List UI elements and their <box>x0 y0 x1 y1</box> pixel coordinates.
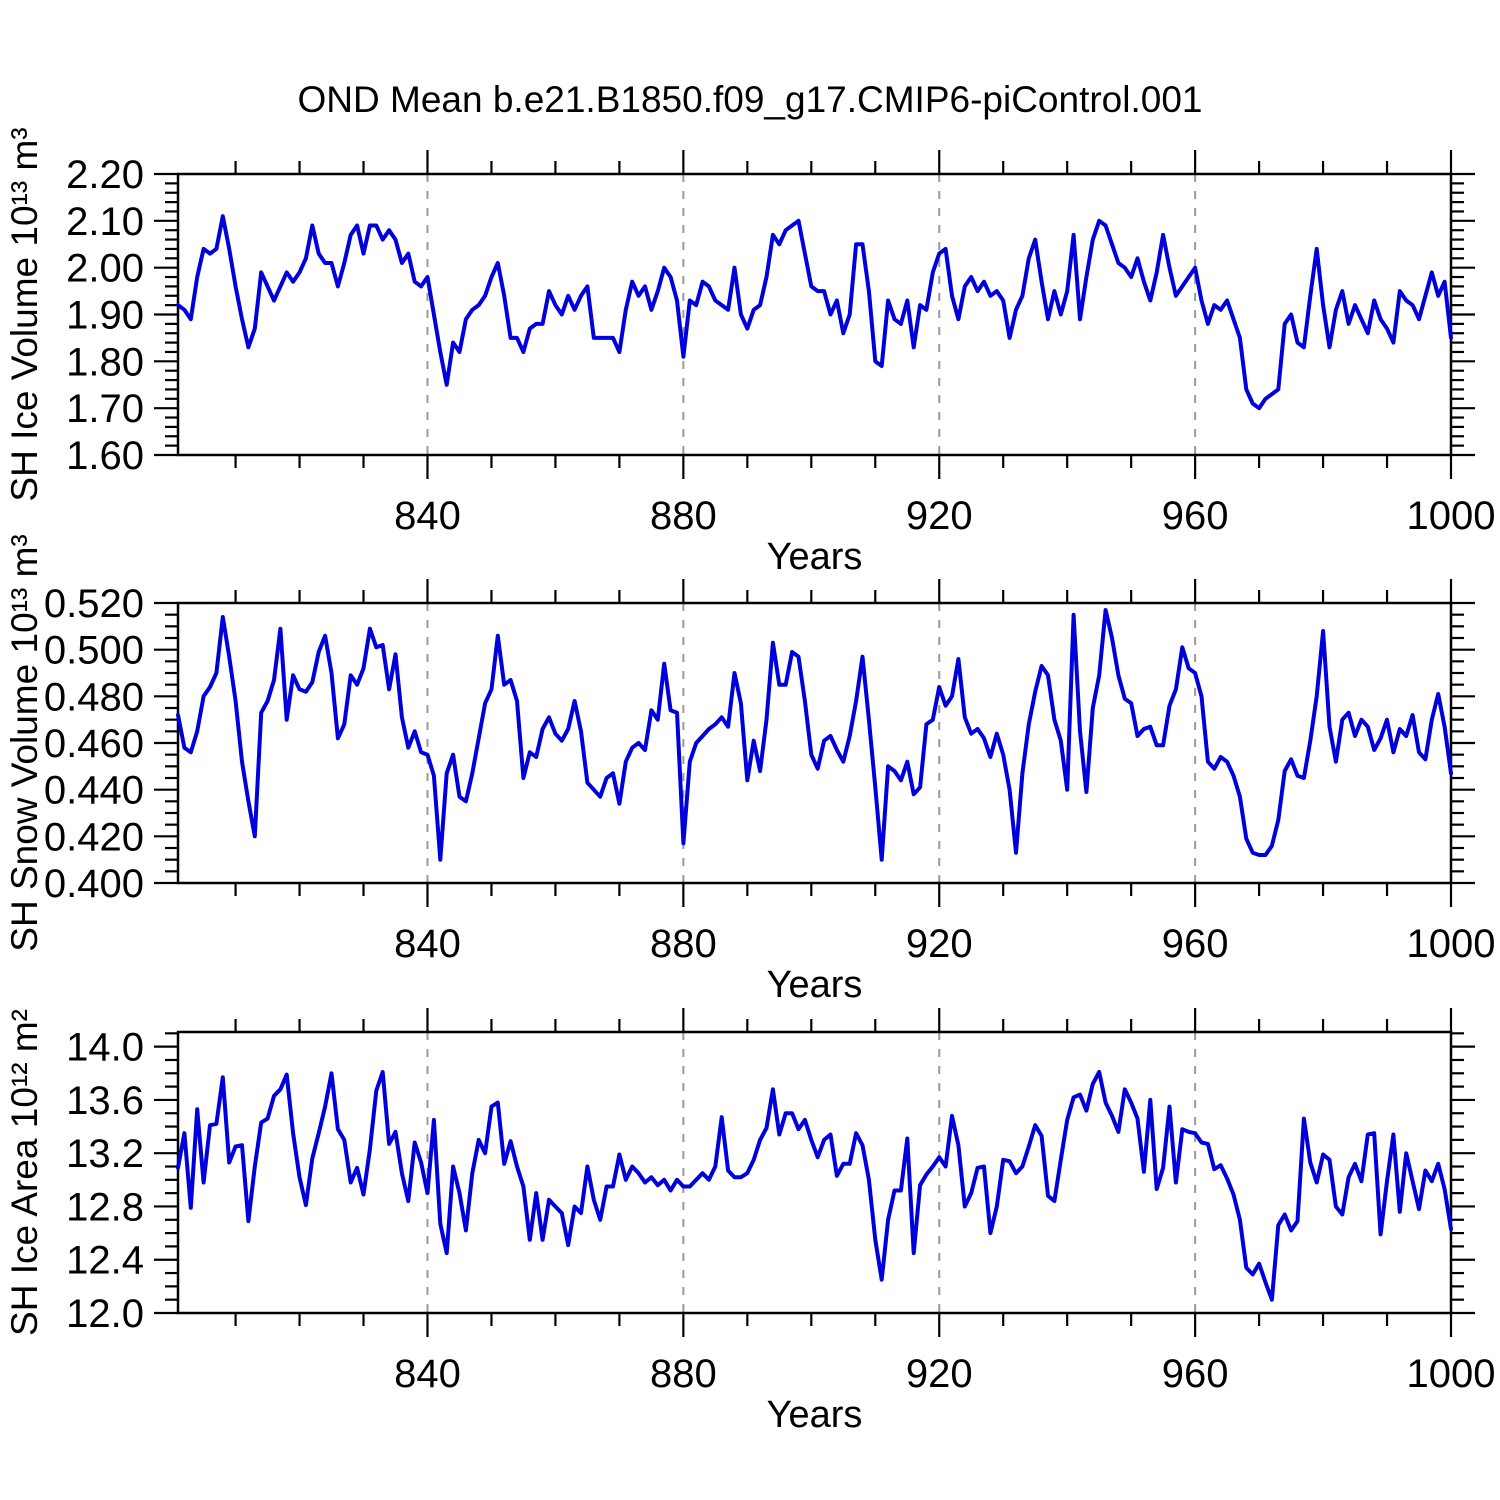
panel-1-y-tick-label: 1.60 <box>66 434 144 478</box>
panel-2-y-tick-label: 0.440 <box>44 769 144 813</box>
panel-3-y-tick-label: 13.2 <box>66 1132 144 1176</box>
panel-3-ticks <box>154 1008 1475 1337</box>
chart-panel-3: 14.0 13.6 13.2 12.8 12.4 12.0 840 880 920 960 1000… <box>4 1008 1495 1436</box>
panel-3-y-tick-label: 12.8 <box>66 1185 144 1229</box>
panel-3-y-tick-label: 12.0 <box>66 1292 144 1336</box>
panel-1-y-tick-label: 1.80 <box>66 340 144 384</box>
chart-panel-1: 2.202.102.001.901.801.701.60 840 880 920 960… <box>4 127 1495 578</box>
panel-2-y-tick-label: 0.420 <box>44 815 144 859</box>
panel-2-x-tick-label: 920 <box>906 922 973 966</box>
panel-1-x-tick-label: 920 <box>906 494 973 538</box>
panel-1-y-tick-label: 2.20 <box>66 153 144 197</box>
panel-3-x-tick-label: 840 <box>394 1352 461 1396</box>
panel-1-tick-labels: 2.202.102.001.901.801.701.60 840 880 920 960… <box>66 153 1495 538</box>
panel-3-x-axis-title: Years <box>767 1394 863 1436</box>
panel-3-y-tick-label: 14.0 <box>66 1026 144 1070</box>
panel-2-x-tick-label: 880 <box>650 922 717 966</box>
panel-2-y-tick-label: 0.400 <box>44 862 144 906</box>
panel-1-y-tick-label: 1.70 <box>66 387 144 431</box>
panel-3-x-tick-label: 1000 <box>1407 1352 1496 1396</box>
panel-1-x-axis-title: Years <box>767 536 863 578</box>
panel-3-y-tick-label: 12.4 <box>66 1239 144 1283</box>
panel-3-x-tick-label: 880 <box>650 1352 717 1396</box>
panel-2-data-line <box>176 608 1453 862</box>
panel-3-x-tick-label: 960 <box>1162 1352 1229 1396</box>
panel-1-y-axis-title: SH Ice Volume 10¹³ m³ <box>4 127 45 501</box>
panel-3-frame <box>176 1030 1453 1315</box>
panel-1-gridlines <box>426 174 1197 455</box>
panel-3-x-tick-label: 920 <box>906 1352 973 1396</box>
panel-2-x-tick-label: 1000 <box>1407 922 1496 966</box>
panel-3-y-tick-label: 13.6 <box>66 1079 144 1123</box>
panel-1-frame <box>176 172 1453 457</box>
chart-panels: 2.202.102.001.901.801.701.60 840 880 920 960… <box>4 127 1495 1436</box>
panel-1-x-tick-label: 960 <box>1162 494 1229 538</box>
panel-3-data-line <box>176 1070 1453 1302</box>
panel-1-y-tick-label: 1.90 <box>66 294 144 338</box>
panel-3-tick-labels: 14.0 13.6 13.2 12.8 12.4 12.0 840 880 920 960 1000 <box>66 1026 1495 1396</box>
panel-1-x-tick-label: 880 <box>650 494 717 538</box>
panel-2-x-axis-title: Years <box>767 964 863 1006</box>
panel-1-y-tick-label: 2.00 <box>66 247 144 291</box>
panel-1-data-line <box>176 214 1453 411</box>
panel-2-y-tick-label: 0.480 <box>44 675 144 719</box>
panel-2-x-tick-label: 960 <box>1162 922 1229 966</box>
panel-2-gridlines <box>426 603 1197 883</box>
panel-2-ticks <box>154 579 1475 907</box>
panel-2-y-tick-label: 0.460 <box>44 722 144 766</box>
panel-3-y-axis-title: SH Ice Area 10¹² m² <box>4 1009 45 1336</box>
panel-2-x-tick-label: 840 <box>394 922 461 966</box>
panel-1-y-tick-label: 2.10 <box>66 200 144 244</box>
panel-1-x-tick-label: 1000 <box>1407 494 1496 538</box>
panel-2-y-axis-title: SH Snow Volume 10¹³ m³ <box>4 534 45 951</box>
panel-3-gridlines <box>426 1032 1197 1313</box>
panel-2-y-tick-label: 0.500 <box>44 629 144 673</box>
panel-1-ticks <box>154 150 1475 479</box>
panel-1-x-tick-label: 840 <box>394 494 461 538</box>
panel-2-y-tick-label: 0.520 <box>44 582 144 626</box>
figure-title: OND Mean b.e21.B1850.f09_g17.CMIP6-piCon… <box>298 79 1203 120</box>
